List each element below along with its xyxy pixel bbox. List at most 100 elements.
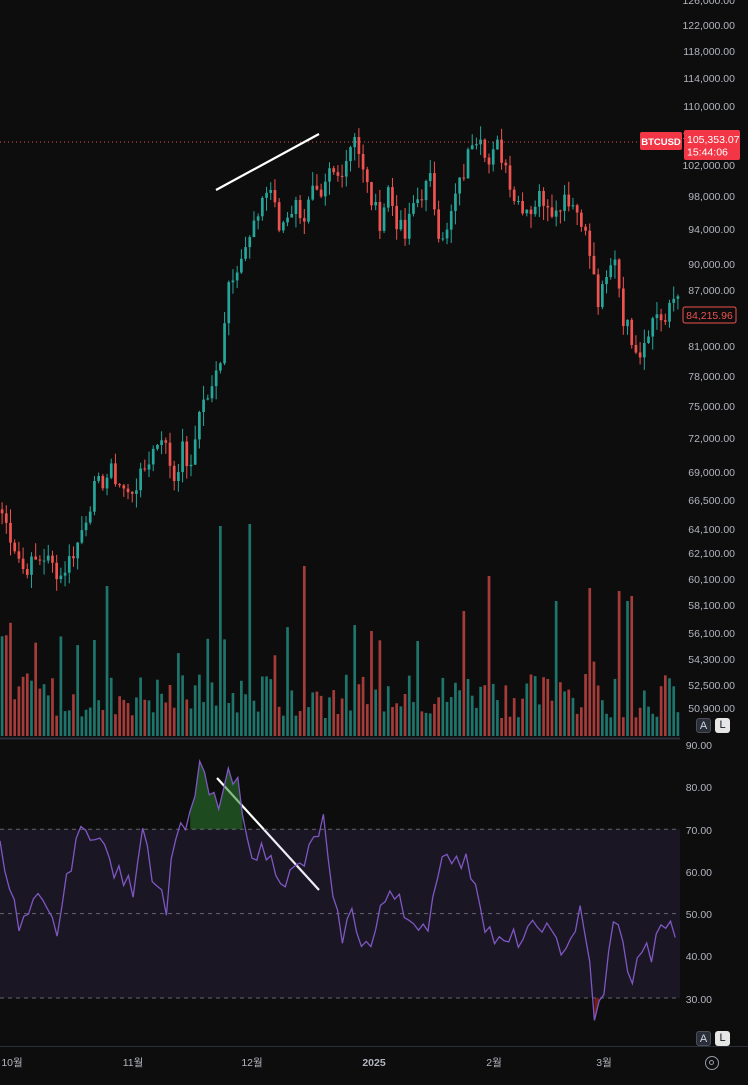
volume-bar <box>240 680 243 736</box>
candle-body <box>621 288 625 327</box>
volume-bar <box>277 706 281 736</box>
candle <box>189 454 193 477</box>
candle <box>449 204 453 243</box>
volume-bar <box>605 713 608 736</box>
candle-body <box>323 181 327 197</box>
candle <box>25 563 29 579</box>
candle <box>349 145 352 172</box>
rsi-tick-label: 80.00 <box>686 782 712 794</box>
volume-bar <box>328 697 331 736</box>
volume-bar <box>97 700 100 736</box>
candle-body <box>63 572 67 576</box>
candle <box>323 173 327 206</box>
candle <box>500 128 503 170</box>
candle-body <box>638 352 642 358</box>
volume-bar <box>143 699 147 736</box>
candle <box>634 335 638 355</box>
candle <box>273 179 277 208</box>
price-tick-label: 56,100.00 <box>688 628 735 640</box>
candle <box>466 147 470 179</box>
candle <box>512 186 516 205</box>
candle <box>219 361 222 374</box>
volume-bar <box>567 689 571 736</box>
candle <box>571 197 575 210</box>
volume-bar <box>504 685 508 736</box>
auto-scale-button-rsi[interactable]: A <box>696 1031 711 1046</box>
volume-bar <box>198 674 201 736</box>
volume-bar <box>298 711 302 736</box>
time-axis-bg <box>0 1046 748 1080</box>
candle <box>135 478 138 508</box>
candle <box>420 189 424 208</box>
volume-bar <box>80 716 84 736</box>
price-tick-label: 50,900.00 <box>688 703 735 715</box>
volume-bar <box>72 694 75 736</box>
log-scale-button-main[interactable]: L <box>715 718 730 733</box>
time-tick-label: 11월 <box>123 1057 144 1069</box>
candle <box>84 516 88 537</box>
candle <box>630 317 634 349</box>
candle <box>80 516 84 545</box>
candle <box>445 222 449 245</box>
candle <box>240 249 243 274</box>
candle-body <box>126 488 130 493</box>
candle-body <box>34 556 38 560</box>
candle <box>248 235 252 259</box>
volume-bar <box>248 524 252 736</box>
volume-bar <box>466 679 470 736</box>
candle <box>319 183 323 199</box>
candle-body <box>130 492 134 494</box>
candle-body <box>668 302 671 322</box>
candle-body <box>617 259 621 289</box>
volume-bar <box>370 631 373 736</box>
candle-body <box>651 318 655 337</box>
candle-body <box>647 336 650 343</box>
volume-bar <box>340 698 344 736</box>
volume-bar <box>647 706 650 736</box>
volume-bar <box>655 716 659 736</box>
candle-body <box>9 522 12 543</box>
candle-body <box>319 189 323 197</box>
candle <box>538 184 541 218</box>
volume-bar <box>592 661 596 736</box>
candle-body <box>412 203 415 214</box>
candle-body <box>508 165 512 190</box>
volume-bar <box>500 718 503 736</box>
candle <box>340 164 344 188</box>
candle-body <box>487 157 491 165</box>
candle-body <box>193 439 197 465</box>
chart-settings-icon[interactable] <box>705 1056 719 1070</box>
volume-bar <box>508 716 512 736</box>
candle <box>172 460 176 491</box>
volume-bar <box>458 690 461 736</box>
candle <box>399 210 403 232</box>
candle-body <box>202 399 205 412</box>
candle-body <box>584 226 587 231</box>
time-tick-label: 2025 <box>362 1057 386 1069</box>
candle-body <box>17 551 21 559</box>
candle-body <box>252 220 256 238</box>
candle <box>655 302 659 330</box>
candle <box>458 177 461 206</box>
candle-body <box>160 440 163 445</box>
candle-body <box>525 209 529 214</box>
volume-bar <box>361 676 365 736</box>
candle <box>193 425 197 465</box>
log-scale-button-rsi[interactable]: L <box>715 1031 730 1046</box>
volume-bar <box>151 712 155 736</box>
volume-bar <box>336 714 340 736</box>
candle <box>605 270 608 294</box>
price-tick-label: 126,000.00 <box>682 0 735 7</box>
candle-body <box>244 247 247 259</box>
volume-bar <box>281 715 285 736</box>
volume-bar <box>76 645 79 736</box>
auto-scale-button-main[interactable]: A <box>696 718 711 733</box>
candle-body <box>231 280 235 283</box>
volume-bar <box>617 591 621 736</box>
volume-bar <box>642 690 646 736</box>
candle-body <box>147 464 151 470</box>
candle <box>76 541 79 570</box>
candle-body <box>240 258 243 273</box>
